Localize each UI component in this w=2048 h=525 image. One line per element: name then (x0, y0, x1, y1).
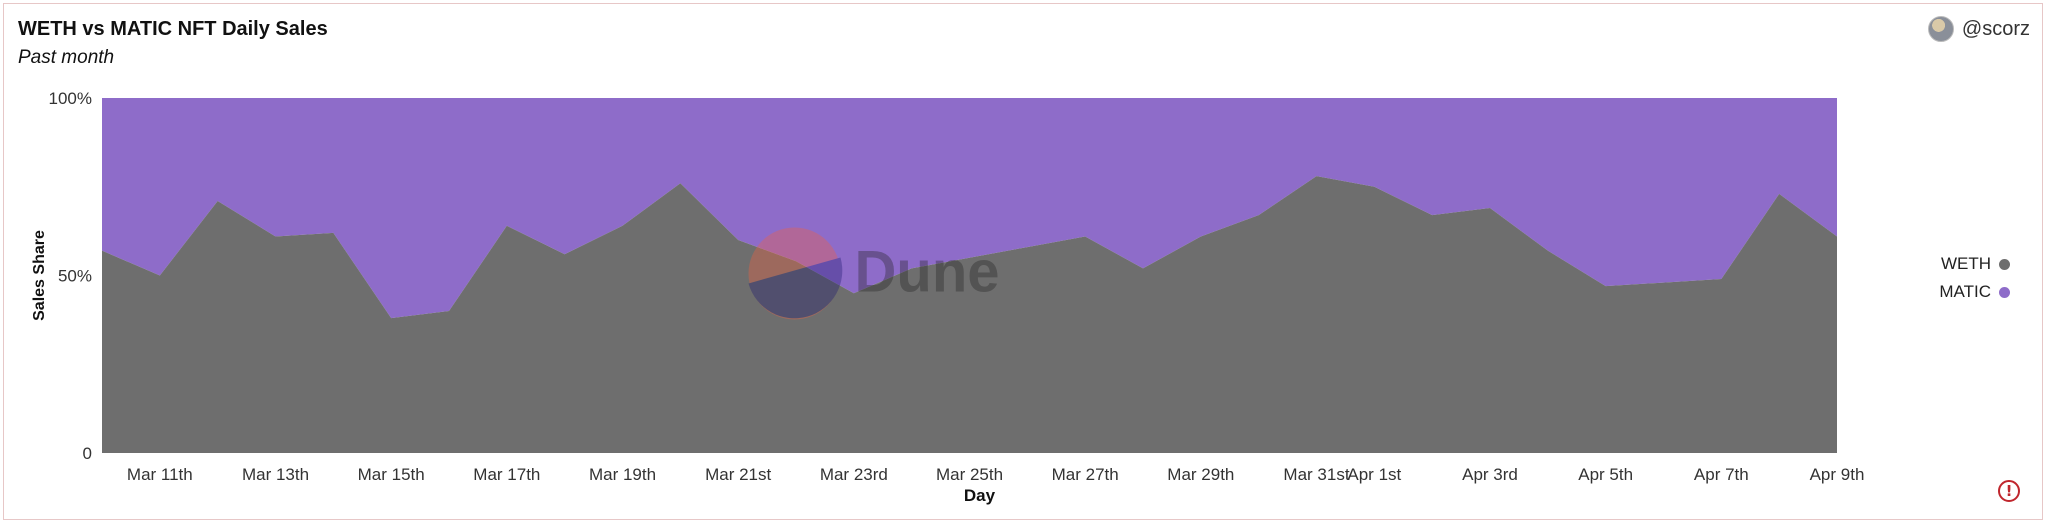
dune-logo-icon (748, 227, 841, 320)
dune-logo-icon-lower (748, 257, 843, 319)
x-tick-label: Mar 17th (473, 465, 540, 484)
x-tick-label: Apr 5th (1578, 465, 1633, 484)
x-tick-label: Apr 3rd (1462, 465, 1518, 484)
legend-dot-weth (1999, 258, 2010, 270)
x-tick-label: Mar 31st (1283, 465, 1349, 484)
x-tick-label: Mar 27th (1052, 465, 1119, 484)
x-axis-label: Day (964, 486, 996, 505)
x-tick-label: Mar 29th (1167, 465, 1234, 484)
dune-watermark: Dune (748, 227, 1000, 320)
chart-title: WETH vs MATIC NFT Daily Sales (18, 18, 328, 40)
chart-legend: WETH MATIC (1939, 254, 2010, 302)
dune-watermark-text: Dune (855, 240, 1000, 305)
chart-subtitle: Past month (18, 47, 115, 68)
legend-item-matic[interactable]: MATIC (1939, 282, 2010, 302)
x-tick-label: Apr 9th (1810, 465, 1865, 484)
x-tick-label: Apr 7th (1694, 465, 1749, 484)
author-link[interactable]: @scorz (1927, 16, 2030, 42)
series-area-matic (102, 98, 1837, 319)
author-name: @scorz (1961, 17, 2030, 40)
x-tick-label: Mar 15th (358, 465, 425, 484)
y-axis-label: Sales Share (31, 230, 48, 321)
legend-item-weth[interactable]: WETH (1941, 254, 2010, 274)
x-tick-label: Mar 23rd (820, 465, 888, 484)
x-tick-label: Mar 19th (589, 465, 656, 484)
sales-share-chart: Dune 0 50% 100% Mar 11th Mar 13th Mar 15th Mar … (31, 89, 1865, 505)
x-tick-label: Apr 1st (1347, 465, 1401, 484)
y-tick-label: 50% (58, 267, 92, 286)
legend-label-weth: WETH (1940, 254, 1991, 273)
y-tick-label: 0 (83, 444, 92, 463)
y-tick-label: 100% (49, 89, 92, 108)
chart-card: WETH vs MATIC NFT Daily Sales Past month… (3, 3, 2043, 520)
series-area-weth (102, 176, 1837, 453)
x-tick-label: Mar 13th (242, 465, 309, 484)
alert-circle-icon[interactable]: ! (1998, 480, 2020, 502)
legend-dot-matic (1999, 286, 2010, 298)
x-tick-label: Mar 21st (705, 465, 771, 484)
x-tick-label: Mar 25th (936, 465, 1003, 484)
x-tick-label: Mar 11th (127, 465, 193, 484)
legend-label-matic: MATIC (1939, 282, 1991, 301)
user-avatar-icon (1927, 16, 1954, 42)
